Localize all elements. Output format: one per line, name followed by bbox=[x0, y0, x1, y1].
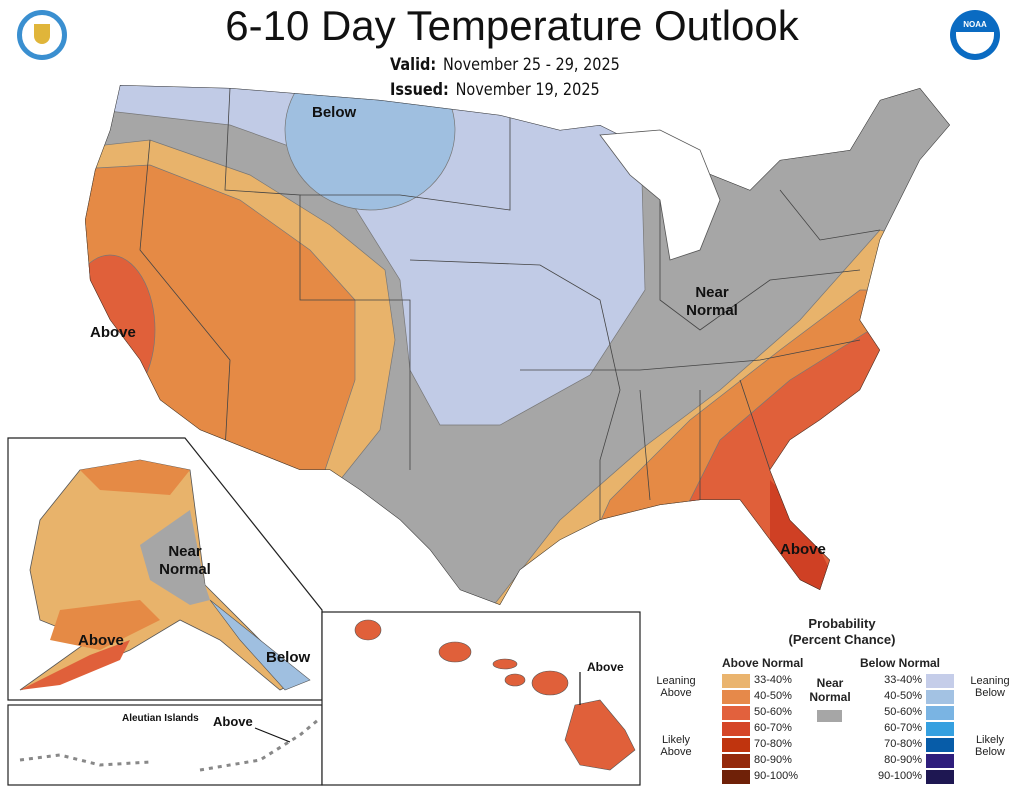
legend-below-range: 60-70% bbox=[884, 722, 922, 734]
alaska-above-40-north bbox=[80, 460, 190, 495]
legend-above-range: 70-80% bbox=[754, 738, 792, 750]
alaska-above-50 bbox=[20, 640, 130, 690]
above-60-florida bbox=[770, 480, 835, 600]
noaa-logo-text: NOAA bbox=[963, 20, 987, 29]
alaska-above-40-south bbox=[50, 600, 160, 650]
legend-below-range: 33-40% bbox=[884, 674, 922, 686]
aleutian-inset bbox=[7, 704, 323, 786]
legend-below-header: Below Normal bbox=[860, 656, 941, 670]
legend-title-line1: Probability bbox=[808, 616, 876, 631]
valid-label: Valid: bbox=[390, 55, 437, 75]
legend-near-line1: Near bbox=[816, 676, 844, 690]
legend-below-range: 50-60% bbox=[884, 706, 922, 718]
alaska-below bbox=[209, 599, 311, 691]
legend-above-range: 90-100% bbox=[754, 770, 799, 782]
label-alaska-below: Below bbox=[266, 649, 311, 666]
legend-near-swatch bbox=[817, 710, 842, 722]
legend-title-line2: (Percent Chance) bbox=[788, 632, 896, 647]
legend-above-swatch bbox=[722, 690, 750, 704]
legend-above-swatch bbox=[722, 738, 750, 752]
legend-below-range: 90-100% bbox=[877, 770, 922, 782]
noaa-logo: NOAA bbox=[950, 10, 1000, 60]
label-aleutian-islands: Aleutian Islands bbox=[122, 713, 199, 724]
legend-above-swatch bbox=[722, 706, 750, 720]
legend-below-swatch bbox=[926, 770, 954, 784]
label-conus-above-west: Above bbox=[90, 324, 136, 341]
legend-likely-above: Likely Above bbox=[660, 734, 692, 758]
label-aleutian-above: Above bbox=[213, 714, 253, 729]
legend-leaning-below: Leaning Below bbox=[970, 675, 1010, 699]
issued-label: Issued: bbox=[390, 80, 449, 100]
legend-below-swatch bbox=[926, 754, 954, 768]
legend-above-header: Above Normal bbox=[722, 656, 804, 670]
legend-above-swatch bbox=[722, 722, 750, 736]
legend-below-swatch bbox=[926, 674, 954, 688]
label-hawaii-above: Above bbox=[587, 660, 624, 674]
valid-value: November 25 - 29, 2025 bbox=[442, 55, 620, 75]
legend-above-range: 50-60% bbox=[754, 706, 792, 718]
hawaii-map bbox=[354, 619, 636, 771]
issued-date: Issued: November 19, 2025 bbox=[390, 80, 600, 100]
legend-likely-below: Likely Below bbox=[975, 734, 1005, 758]
legend-above-swatch bbox=[722, 754, 750, 768]
commerce-seal-logo bbox=[17, 10, 67, 60]
great-lakes bbox=[599, 129, 721, 261]
page-title: 6-10 Day Temperature Outlook bbox=[225, 2, 799, 49]
legend-near-label: Near Normal bbox=[800, 676, 860, 704]
legend-above-range: 40-50% bbox=[754, 690, 792, 702]
legend-below-swatch bbox=[926, 722, 954, 736]
legend-above-swatch bbox=[722, 674, 750, 688]
legend-above-range: 60-70% bbox=[754, 722, 792, 734]
label-conus-near-normal: Near Normal bbox=[686, 284, 738, 319]
legend-below-swatch bbox=[926, 690, 954, 704]
state-borders bbox=[139, 87, 881, 520]
aleutian-islands-map bbox=[19, 718, 319, 772]
legend-near-line2: Normal bbox=[809, 690, 851, 704]
legend-above-range: 33-40% bbox=[754, 674, 792, 686]
legend-below-range: 40-50% bbox=[884, 690, 922, 702]
valid-dates: Valid: November 25 - 29, 2025 bbox=[390, 55, 620, 75]
label-alaska-near-normal: Near Normal bbox=[159, 543, 211, 578]
issued-value: November 19, 2025 bbox=[455, 80, 600, 100]
legend-below-range: 70-80% bbox=[884, 738, 922, 750]
alaska-near-normal bbox=[140, 510, 210, 605]
legend-above-range: 80-90% bbox=[754, 754, 792, 766]
legend-below-range: 80-90% bbox=[884, 754, 922, 766]
label-conus-above-southeast: Above bbox=[780, 541, 826, 558]
label-alaska-above: Above bbox=[78, 632, 124, 649]
legend-above-swatch bbox=[722, 770, 750, 784]
legend-leaning-above: Leaning Above bbox=[656, 675, 696, 699]
legend-below-swatch bbox=[926, 738, 954, 752]
label-conus-below: Below bbox=[312, 104, 357, 121]
legend-below-swatch bbox=[926, 706, 954, 720]
aleutian-pointer bbox=[254, 727, 291, 743]
probability-legend: Probability (Percent Chance) Above Norma… bbox=[652, 616, 1022, 792]
